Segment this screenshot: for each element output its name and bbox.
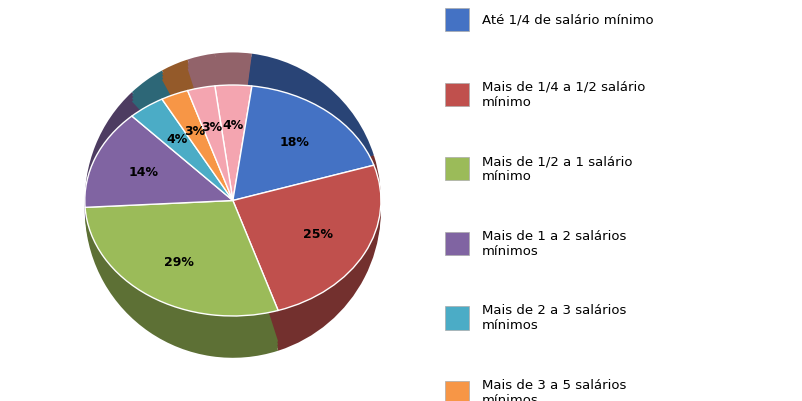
Wedge shape	[132, 71, 233, 200]
Wedge shape	[233, 63, 374, 210]
Text: Até 1/4 de salário mínimo: Até 1/4 de salário mínimo	[481, 14, 653, 26]
Text: 14%: 14%	[128, 166, 158, 179]
Wedge shape	[162, 91, 233, 200]
Text: 4%: 4%	[166, 133, 187, 146]
Bar	[444, 83, 468, 106]
Text: Mais de 1 a 2 salários
mínimos: Mais de 1 a 2 salários mínimos	[481, 230, 626, 258]
Wedge shape	[85, 95, 233, 213]
Bar	[444, 381, 468, 401]
Text: Mais de 2 a 3 salários
mínimos: Mais de 2 a 3 salários mínimos	[481, 304, 626, 332]
Wedge shape	[162, 69, 233, 210]
Wedge shape	[233, 158, 380, 344]
Wedge shape	[233, 161, 380, 348]
Wedge shape	[215, 85, 252, 200]
Wedge shape	[85, 101, 233, 219]
Wedge shape	[215, 62, 252, 210]
Wedge shape	[132, 99, 233, 200]
Bar	[444, 306, 468, 330]
Text: 3%: 3%	[184, 125, 205, 138]
Text: Mais de 1/4 a 1/2 salário
mínimo: Mais de 1/4 a 1/2 salário mínimo	[481, 81, 644, 109]
Wedge shape	[215, 55, 252, 204]
Text: 29%: 29%	[164, 256, 193, 269]
Wedge shape	[85, 210, 277, 358]
Text: 3%: 3%	[201, 121, 222, 134]
Wedge shape	[85, 200, 277, 348]
Wedge shape	[233, 164, 380, 351]
Wedge shape	[188, 63, 233, 210]
Wedge shape	[162, 63, 233, 204]
Wedge shape	[233, 54, 374, 200]
Wedge shape	[85, 98, 233, 215]
Wedge shape	[188, 60, 233, 207]
Wedge shape	[215, 59, 252, 207]
Text: Mais de 3 a 5 salários
mínimos: Mais de 3 a 5 salários mínimos	[481, 379, 626, 401]
Text: 4%: 4%	[222, 119, 244, 132]
Wedge shape	[233, 57, 374, 204]
Wedge shape	[162, 66, 233, 207]
Wedge shape	[132, 74, 233, 204]
Text: 25%: 25%	[303, 228, 333, 241]
Wedge shape	[85, 204, 277, 352]
Wedge shape	[233, 155, 380, 342]
Bar	[444, 8, 468, 31]
Wedge shape	[233, 86, 374, 200]
Wedge shape	[188, 54, 233, 200]
Text: 18%: 18%	[279, 136, 309, 149]
Wedge shape	[233, 165, 380, 310]
Text: Mais de 1/2 a 1 salário
mínimo: Mais de 1/2 a 1 salário mínimo	[481, 155, 631, 183]
Wedge shape	[85, 116, 233, 207]
Wedge shape	[85, 92, 233, 209]
Wedge shape	[233, 60, 374, 207]
Wedge shape	[215, 53, 252, 200]
Wedge shape	[132, 77, 233, 207]
Wedge shape	[85, 207, 277, 355]
Wedge shape	[188, 57, 233, 204]
Wedge shape	[85, 200, 277, 316]
Wedge shape	[188, 86, 233, 200]
Bar	[444, 157, 468, 180]
Wedge shape	[162, 59, 233, 200]
Wedge shape	[132, 80, 233, 210]
Bar	[444, 232, 468, 255]
